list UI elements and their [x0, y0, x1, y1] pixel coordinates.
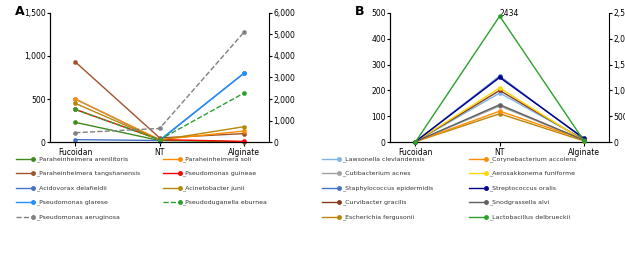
Text: _Acinetobacter junii: _Acinetobacter junii	[182, 185, 245, 190]
Text: _Lawsonella clevlandensis: _Lawsonella clevlandensis	[342, 156, 424, 162]
Text: _Paraheinheimera soli: _Paraheinheimera soli	[182, 156, 252, 162]
Text: A: A	[15, 5, 24, 18]
Text: _Escherichia fergusonii: _Escherichia fergusonii	[342, 214, 414, 219]
Text: _Snodgrassella alvi: _Snodgrassella alvi	[489, 199, 549, 205]
Text: _Pseudomonas guineae: _Pseudomonas guineae	[182, 170, 257, 176]
Text: _Corynebacterium accolens: _Corynebacterium accolens	[489, 156, 576, 162]
Text: _Pseudoduganella eburnea: _Pseudoduganella eburnea	[182, 199, 268, 205]
Text: _Acidovorax delafieldii: _Acidovorax delafieldii	[36, 185, 106, 190]
Text: 2434: 2434	[500, 9, 519, 18]
Text: B: B	[355, 5, 364, 18]
Text: _Paraheinheimera tangshanensis: _Paraheinheimera tangshanensis	[36, 170, 140, 176]
Text: _Streptococcus oralis: _Streptococcus oralis	[489, 185, 556, 190]
Text: _Pseudomonas glarese: _Pseudomonas glarese	[36, 199, 108, 205]
Text: _Curvibacter gracilis: _Curvibacter gracilis	[342, 199, 406, 205]
Text: _Staphylococcus epidermidis: _Staphylococcus epidermidis	[342, 185, 433, 190]
Text: _Pseudomonas aeruginosa: _Pseudomonas aeruginosa	[36, 214, 119, 219]
Text: _Lactobacillus delbrueckii: _Lactobacillus delbrueckii	[489, 214, 570, 219]
Text: _Paraheinheimera arenilitoris: _Paraheinheimera arenilitoris	[36, 156, 128, 162]
Text: _Aerosakkonema funiforme: _Aerosakkonema funiforme	[489, 170, 575, 176]
Text: _Cutibacterium acnes: _Cutibacterium acnes	[342, 170, 411, 176]
